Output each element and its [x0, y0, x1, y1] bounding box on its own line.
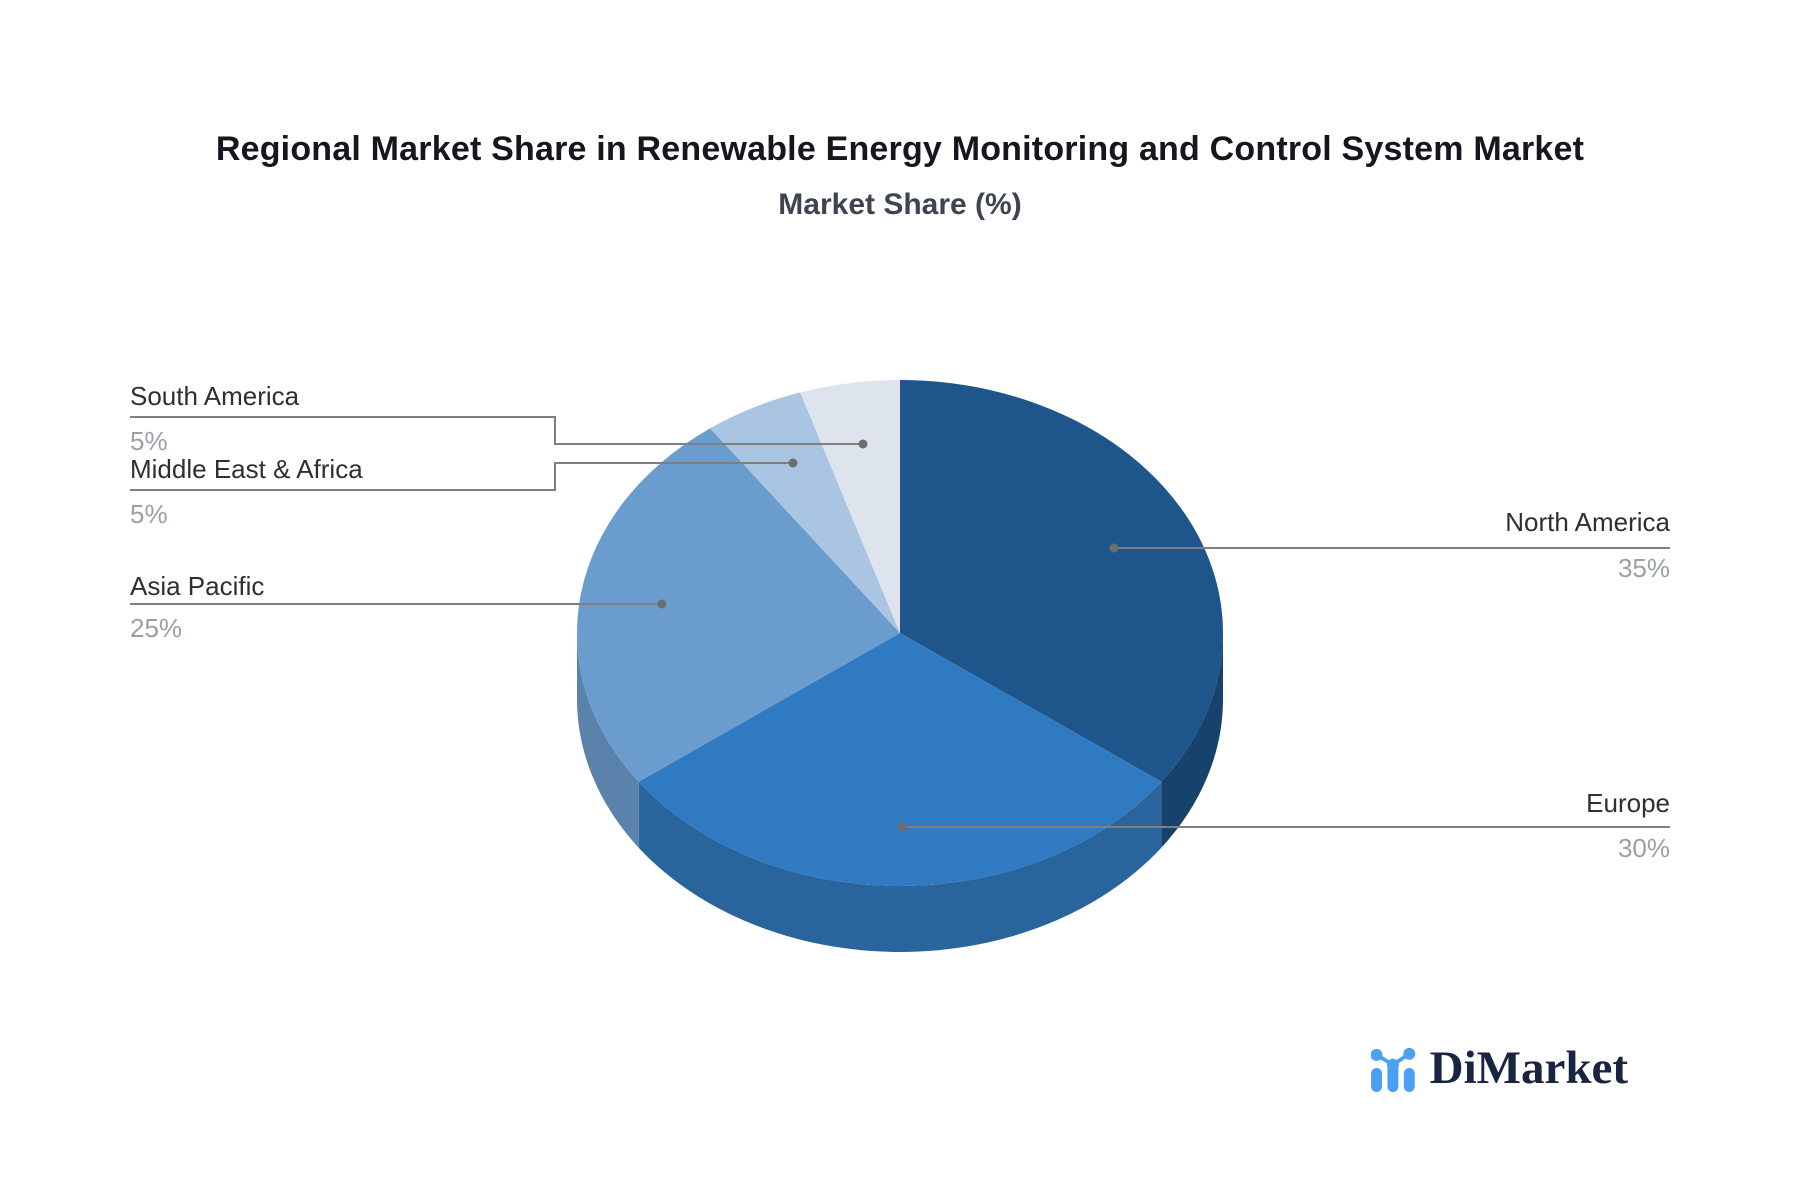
leader-line-middle-east-africa: [130, 462, 793, 491]
bar-line-chart-icon: [1370, 1047, 1415, 1092]
pie-3d-group: [577, 380, 1223, 952]
value-south-america: 5%: [130, 426, 168, 456]
chart-subtitle: Market Share (%): [778, 188, 1022, 221]
label-south-america: South America: [130, 381, 300, 411]
leader-line-south-america: [130, 416, 863, 445]
label-asia-pacific: Asia Pacific: [130, 571, 265, 601]
pie-slice-middle-east-africa[interactable]: [710, 392, 900, 633]
leader-dot-europe: [897, 822, 907, 832]
leader-dot-asia-pacific: [657, 599, 667, 609]
pie-slice-side-north-america: [1161, 633, 1223, 848]
leader-dot-middle-east-africa: [788, 458, 798, 468]
brand-logo: DiMarket: [1370, 1040, 1628, 1096]
leader-dot-north-america: [1109, 543, 1119, 553]
pie-slice-side-europe: [638, 781, 1162, 952]
chart-title: Regional Market Share in Renewable Energ…: [215, 130, 1585, 168]
pie-slice-europe[interactable]: [638, 633, 1162, 886]
value-asia-pacific: 25%: [130, 613, 183, 643]
brand-name: DiMarket: [1429, 1042, 1628, 1094]
leader-dot-south-america: [858, 439, 868, 449]
pie-slice-north-america[interactable]: [900, 380, 1223, 782]
label-north-america: North America: [1505, 507, 1670, 537]
value-north-america: 35%: [1617, 553, 1670, 583]
leader-dots: [657, 439, 1119, 832]
pie-slice-asia-pacific[interactable]: [577, 428, 900, 782]
label-middle-east-africa: Middle East & Africa: [130, 454, 363, 484]
label-europe: Europe: [1586, 788, 1670, 818]
value-middle-east-africa: 5%: [130, 499, 168, 529]
leader-lines: [130, 416, 1670, 828]
value-europe: 30%: [1617, 833, 1670, 863]
pie-slice-side-asia-pacific: [577, 633, 639, 848]
